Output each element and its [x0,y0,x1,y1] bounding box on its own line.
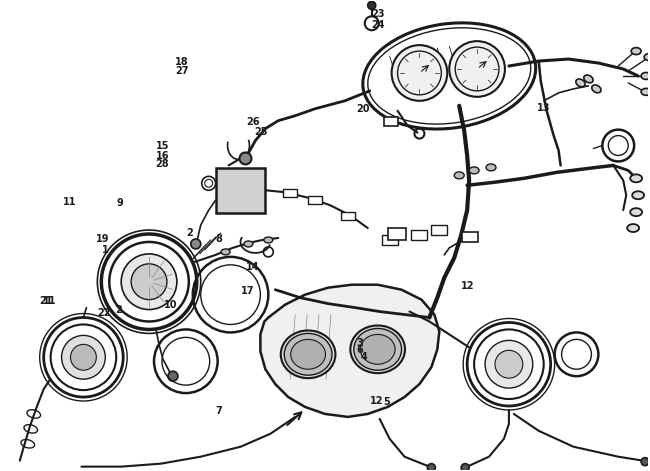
Text: 24: 24 [372,20,385,30]
Text: 27: 27 [175,65,188,76]
Text: 16: 16 [156,151,169,161]
Text: 2: 2 [186,228,193,238]
Ellipse shape [244,241,253,247]
Ellipse shape [641,89,650,95]
Text: 28: 28 [156,159,170,170]
Bar [308,196,322,204]
Ellipse shape [644,54,650,61]
Circle shape [428,463,436,471]
Bar [387,228,406,240]
Text: 21: 21 [40,296,53,306]
Ellipse shape [360,334,395,364]
Text: 3: 3 [356,338,363,348]
Text: 12: 12 [461,281,474,291]
Circle shape [121,254,177,309]
Ellipse shape [264,237,273,243]
Circle shape [495,350,523,378]
Text: 17: 17 [241,286,255,296]
Ellipse shape [592,85,601,93]
Bar [462,232,478,242]
Circle shape [62,335,105,379]
Bar [283,189,297,197]
Text: 23: 23 [372,9,385,19]
Text: 18: 18 [175,57,188,67]
Text: 2: 2 [115,305,122,316]
Ellipse shape [632,191,644,199]
Bar [216,169,265,213]
Circle shape [70,344,96,370]
Text: 22: 22 [98,308,111,318]
Ellipse shape [469,167,479,174]
Ellipse shape [630,174,642,182]
Ellipse shape [630,208,642,216]
Bar [384,117,398,126]
Ellipse shape [221,249,230,255]
Text: 6: 6 [356,345,363,355]
Ellipse shape [631,48,641,55]
Ellipse shape [576,79,585,87]
Text: 26: 26 [246,117,259,127]
Ellipse shape [641,73,650,80]
Ellipse shape [291,340,326,369]
Circle shape [641,458,649,466]
Text: 7: 7 [215,406,222,416]
Ellipse shape [284,333,332,375]
Circle shape [467,323,551,406]
Bar [341,212,355,220]
Circle shape [191,239,201,249]
Text: 11: 11 [43,296,56,306]
Polygon shape [261,284,439,417]
Circle shape [485,341,533,388]
Bar [382,235,398,245]
Circle shape [449,41,505,97]
Text: 19: 19 [96,234,109,244]
Ellipse shape [454,172,464,179]
Bar [411,230,428,240]
Text: 9: 9 [117,198,124,208]
Text: 4: 4 [361,352,367,362]
Circle shape [168,371,178,381]
Circle shape [44,317,124,397]
Ellipse shape [627,224,639,232]
Text: 1: 1 [102,244,109,254]
Ellipse shape [584,75,593,83]
Circle shape [368,1,376,9]
Ellipse shape [486,164,496,171]
Circle shape [131,264,167,300]
Circle shape [462,463,469,471]
Text: 11: 11 [63,197,77,207]
Ellipse shape [350,325,405,373]
Text: 10: 10 [163,300,177,310]
Ellipse shape [281,331,335,378]
Circle shape [391,45,447,101]
Text: 14: 14 [246,262,259,272]
Text: 13: 13 [537,103,551,113]
Text: 15: 15 [156,141,169,151]
Circle shape [101,234,197,329]
Text: 8: 8 [215,234,222,244]
Circle shape [239,153,252,164]
Bar [432,225,447,235]
Text: 20: 20 [356,104,369,114]
Text: 12: 12 [370,396,383,406]
Ellipse shape [354,328,402,370]
Text: 25: 25 [254,128,267,138]
Text: 5: 5 [383,397,390,407]
